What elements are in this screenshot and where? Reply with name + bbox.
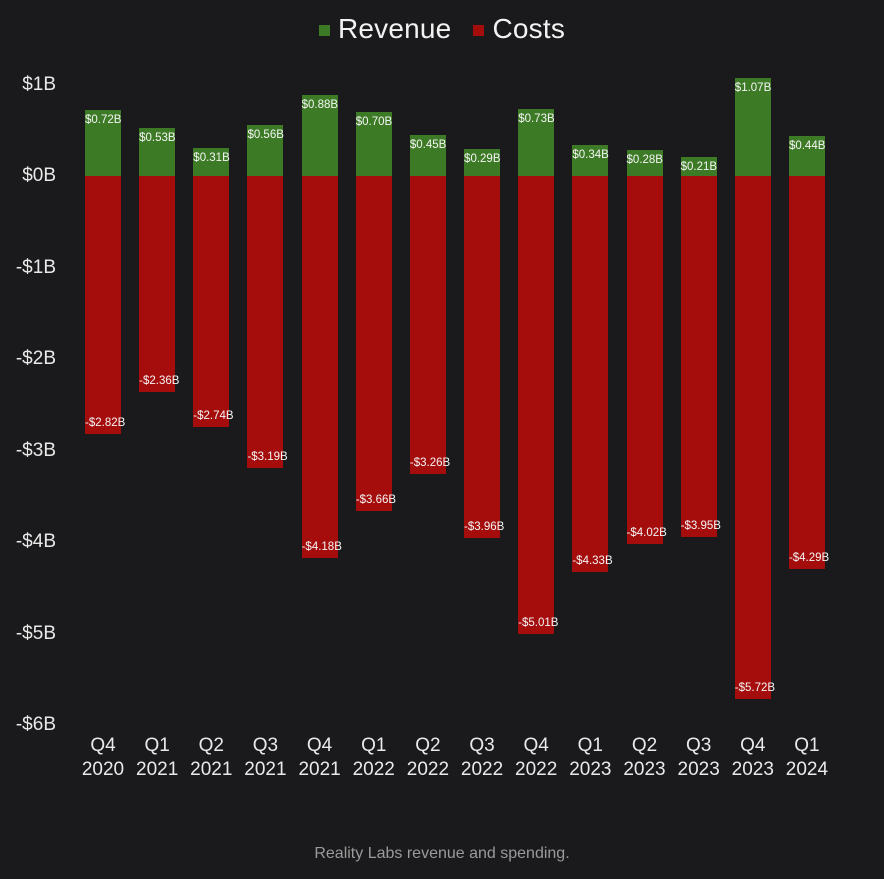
costs-bar-q4-2023: -$5.72B bbox=[734, 176, 776, 700]
costs-value-label-q3-2023: -$3.95B bbox=[680, 520, 721, 533]
revenue-bar-q1-2023: $0.34B bbox=[572, 144, 609, 176]
revenue-value-label-q3-2022: $0.29B bbox=[464, 153, 501, 166]
costs-value-label-q4-2021: -$4.18B bbox=[301, 541, 342, 554]
costs-bar-q3-2022: -$3.96B bbox=[464, 176, 505, 539]
x-axis-tick-q1-2024: Q1 2024 bbox=[785, 735, 829, 780]
costs-value-label-q1-2021: -$2.36B bbox=[139, 374, 180, 387]
x-axis-tick-q4-2021: Q4 2021 bbox=[298, 735, 341, 780]
revenue-value-label-q2-2021: $0.31B bbox=[193, 151, 230, 164]
legend-revenue-swatch-icon bbox=[318, 24, 330, 36]
x-axis-tick-q1-2022: Q1 2022 bbox=[352, 735, 395, 780]
revenue-bar-q1-2024: $0.44B bbox=[788, 135, 826, 176]
x-axis-tick-q4-2022: Q4 2022 bbox=[515, 735, 558, 780]
revenue-bar-q2-2021: $0.31B bbox=[193, 147, 230, 176]
y-axis-tick-4: -$3B bbox=[15, 439, 56, 461]
x-axis-tick-q1-2023: Q1 2023 bbox=[569, 735, 612, 780]
revenue-value-label-q3-2021: $0.56B bbox=[247, 128, 284, 141]
y-axis-tick-6: -$5B bbox=[15, 622, 56, 644]
chart-caption: Reality Labs revenue and spending. bbox=[314, 845, 570, 862]
x-axis-tick-q4-2023: Q4 2023 bbox=[731, 735, 774, 780]
costs-value-label-q2-2022: -$3.26B bbox=[409, 457, 451, 470]
costs-value-label-q3-2022: -$3.96B bbox=[464, 521, 505, 534]
y-axis-tick-2: -$1B bbox=[15, 256, 56, 278]
costs-bar-q4-2022: -$5.01B bbox=[518, 176, 559, 635]
costs-bar-q3-2023: -$3.95B bbox=[680, 176, 721, 538]
costs-bar-q1-2023: -$4.33B bbox=[572, 176, 613, 573]
x-axis-tick-q4-2020: Q4 2020 bbox=[81, 735, 125, 780]
costs-value-label-q4-2023: -$5.72B bbox=[734, 682, 776, 695]
x-axis-tick-q1-2021: Q1 2021 bbox=[136, 735, 179, 780]
revenue-value-label-q4-2020: $0.72B bbox=[85, 114, 122, 127]
revenue-bar-q4-2020: $0.72B bbox=[85, 110, 121, 176]
costs-value-label-q3-2021: -$3.19B bbox=[247, 450, 288, 463]
x-axis-tick-q3-2022: Q3 2022 bbox=[460, 735, 504, 780]
revenue-bar-q1-2022: $0.70B bbox=[355, 111, 393, 176]
costs-bar-q1-2021: -$2.36B bbox=[139, 176, 180, 392]
x-axis-tick-q3-2023: Q3 2023 bbox=[677, 735, 720, 780]
revenue-bar-q4-2023: $1.07B bbox=[734, 78, 772, 176]
revenue-value-label-q1-2023: $0.34B bbox=[572, 148, 609, 161]
costs-bar-q4-2021: -$4.18B bbox=[301, 176, 342, 559]
revenue-bar-q3-2023: $0.21B bbox=[680, 156, 718, 176]
revenue-bar-q3-2022: $0.29B bbox=[464, 149, 501, 176]
legend-costs-label: Costs bbox=[492, 13, 566, 44]
revenue-bar-q2-2023: $0.28B bbox=[626, 150, 663, 176]
costs-bar-q3-2021: -$3.19B bbox=[247, 176, 288, 468]
costs-value-label-q2-2021: -$2.74B bbox=[193, 409, 234, 422]
legend: Revenue Costs bbox=[0, 10, 884, 48]
revenue-bar-q2-2022: $0.45B bbox=[409, 134, 447, 176]
costs-bar-q1-2024: -$4.29B bbox=[788, 176, 830, 569]
costs-bar-q2-2021: -$2.74B bbox=[193, 176, 234, 427]
x-axis-tick-q2-2021: Q2 2021 bbox=[190, 735, 233, 780]
revenue-value-label-q2-2023: $0.28B bbox=[626, 154, 663, 167]
x-axis-tick-q2-2022: Q2 2022 bbox=[406, 735, 450, 780]
revenue-bar-q1-2021: $0.53B bbox=[139, 127, 176, 176]
costs-bar-q4-2020: -$2.82B bbox=[85, 176, 126, 435]
costs-value-label-q2-2023: -$4.02B bbox=[626, 526, 667, 539]
y-axis-tick-3: -$2B bbox=[15, 348, 56, 369]
revenue-value-label-q2-2022: $0.45B bbox=[409, 138, 447, 151]
revenue-bar-q3-2021: $0.56B bbox=[247, 124, 284, 176]
costs-bar-q1-2022: -$3.66B bbox=[355, 176, 397, 511]
revenue-bar-q4-2021: $0.88B bbox=[301, 95, 339, 176]
x-axis-tick-q2-2023: Q2 2023 bbox=[623, 735, 666, 780]
legend-costs-swatch-icon bbox=[473, 24, 485, 36]
revenue-value-label-q4-2021: $0.88B bbox=[301, 99, 339, 112]
y-axis-tick-1: $0B bbox=[22, 165, 56, 186]
costs-bar-q2-2022: -$3.26B bbox=[409, 176, 451, 475]
revenue-value-label-q4-2023: $1.07B bbox=[734, 82, 772, 95]
revenue-value-label-q1-2022: $0.70B bbox=[355, 115, 393, 128]
y-axis-tick-0: $1B bbox=[22, 73, 56, 95]
revenue-bar-q4-2022: $0.73B bbox=[518, 109, 555, 176]
y-axis-tick-7: -$6B bbox=[15, 714, 56, 735]
costs-value-label-q4-2020: -$2.82B bbox=[85, 417, 126, 430]
y-axis-tick-5: -$4B bbox=[15, 531, 56, 552]
legend-revenue-label: Revenue bbox=[337, 13, 452, 44]
revenue-value-label-q4-2022: $0.73B bbox=[518, 113, 555, 126]
x-axis-tick-q3-2021: Q3 2021 bbox=[244, 735, 287, 780]
costs-bar-q2-2023: -$4.02B bbox=[626, 176, 667, 544]
costs-value-label-q1-2023: -$4.33B bbox=[572, 555, 613, 568]
costs-value-label-q4-2022: -$5.01B bbox=[518, 617, 559, 630]
costs-value-label-q1-2022: -$3.66B bbox=[355, 493, 397, 506]
revenue-value-label-q3-2023: $0.21B bbox=[680, 160, 718, 173]
revenue-value-label-q1-2024: $0.44B bbox=[788, 139, 826, 152]
revenue-value-label-q1-2021: $0.53B bbox=[139, 131, 176, 144]
costs-value-label-q1-2024: -$4.29B bbox=[788, 551, 830, 564]
